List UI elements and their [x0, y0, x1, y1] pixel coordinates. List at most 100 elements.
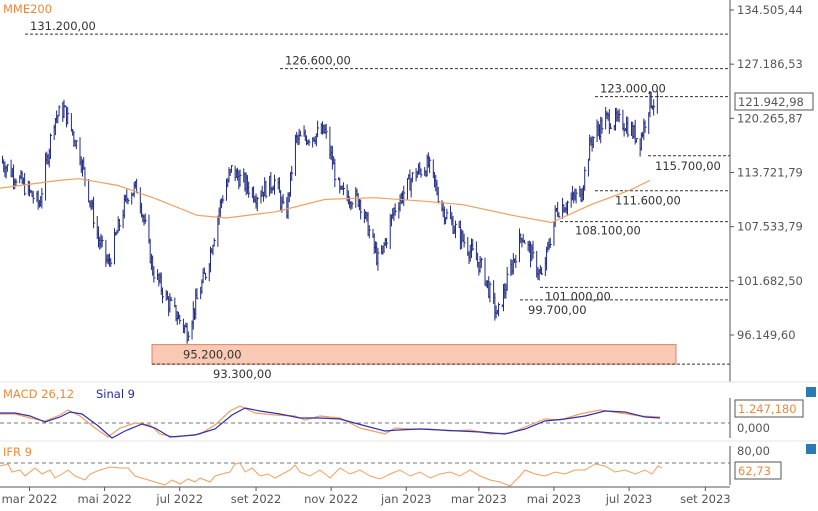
- y-tick-label: 96.149,60: [737, 328, 796, 342]
- y-tick-label: 120.265,87: [737, 111, 803, 125]
- price-bar: [420, 168, 423, 178]
- level-label: 95.200,00: [183, 348, 242, 362]
- price-bar: [523, 239, 526, 244]
- price-bar: [627, 116, 630, 138]
- level-label: 123.000,00: [600, 82, 666, 96]
- macd-line: [0, 405, 661, 438]
- price-bar: [587, 158, 590, 177]
- price-bar: [187, 331, 190, 341]
- price-bar: [463, 233, 466, 248]
- price-bar: [403, 185, 406, 207]
- price-bar: [58, 105, 61, 116]
- price-bar: [57, 114, 60, 124]
- price-bar: [170, 296, 173, 301]
- price-bar: [110, 258, 113, 267]
- price-bar: [205, 272, 208, 281]
- signal-label: Sinal 9: [96, 387, 135, 401]
- level-label: 111.600,00: [615, 194, 681, 208]
- price-bar: [144, 213, 147, 224]
- price-bar: [274, 174, 277, 195]
- x-tick-label: set 2023: [680, 492, 731, 506]
- x-tick-label: jan 2023: [380, 492, 431, 506]
- x-tick-label: jul 2023: [605, 492, 653, 506]
- x-tick-label: jul 2022: [155, 492, 203, 506]
- price-bar: [6, 164, 9, 172]
- price-bar: [127, 197, 130, 205]
- price-bar: [480, 257, 483, 268]
- price-bar: [222, 195, 225, 204]
- price-bar: [429, 156, 432, 174]
- price-bar: [75, 140, 78, 150]
- price-bar: [394, 203, 397, 216]
- ifr-settings-icon[interactable]: [806, 444, 816, 454]
- price-bar: [368, 225, 371, 239]
- y-tick-label: 107.533,79: [737, 220, 803, 234]
- price-bar: [549, 237, 552, 248]
- price-bar: [32, 191, 35, 204]
- y-tick-label: 134.505,44: [737, 3, 803, 17]
- price-bar: [70, 113, 73, 132]
- ifr-value-box: [734, 461, 782, 480]
- y-tick-label: 101.682,50: [737, 274, 803, 288]
- price-bar: [446, 208, 449, 220]
- price-bar: [498, 302, 501, 317]
- price-bar: [489, 281, 492, 303]
- price-bar: [653, 99, 656, 116]
- price-bar: [532, 240, 535, 259]
- price-bar: [592, 136, 595, 149]
- price-bar: [230, 165, 233, 173]
- price-bar: [635, 137, 638, 143]
- last-value-box: [734, 92, 814, 111]
- price-bar: [515, 254, 518, 268]
- price-bar: [93, 196, 96, 229]
- level-label: 115.700,00: [655, 159, 721, 173]
- price-bar: [411, 172, 414, 183]
- price-bar: [239, 169, 242, 187]
- price-bar: [41, 187, 44, 209]
- price-bar: [248, 181, 251, 198]
- price-bar: [101, 235, 104, 248]
- price-bar: [406, 177, 409, 200]
- price-bar: [136, 178, 139, 194]
- price-bar: [118, 218, 121, 231]
- macd-zero-label: 0,000: [737, 421, 770, 435]
- level-label: 108.100,00: [575, 224, 641, 238]
- chart-title: MME200: [3, 2, 52, 16]
- ifr-line: [0, 462, 663, 487]
- level-label: 131.200,00: [30, 19, 96, 33]
- price-bar: [558, 212, 561, 218]
- price-bar: [512, 253, 515, 275]
- price-bar: [256, 196, 259, 212]
- price-bar: [88, 179, 91, 203]
- price-bar: [656, 90, 659, 114]
- mma200-line: [0, 178, 651, 224]
- price-bar: [541, 267, 544, 276]
- last-value-label: 121.942,98: [738, 95, 804, 109]
- price-bar: [386, 237, 389, 249]
- price-bar: [360, 199, 363, 220]
- price-bar: [601, 117, 604, 134]
- price-bar: [291, 165, 294, 181]
- price-bar: [308, 139, 311, 146]
- price-bar: [342, 182, 345, 196]
- price-bar: [67, 107, 70, 125]
- price-bar: [339, 177, 342, 194]
- price-bar: [584, 166, 587, 191]
- price-bar: [377, 248, 380, 271]
- level-label: 101.000,00: [545, 289, 611, 303]
- price-bar: [153, 266, 156, 283]
- price-bar: [169, 293, 172, 313]
- x-tick-label: nov 2022: [304, 492, 358, 506]
- signal-line: [0, 407, 661, 439]
- price-bar: [608, 109, 611, 134]
- price-bar: [265, 180, 268, 199]
- y-tick-label: 113.721,79: [737, 165, 803, 179]
- x-tick-label: mar 2023: [451, 492, 507, 506]
- macd-settings-icon[interactable]: [806, 387, 816, 397]
- price-bar: [566, 200, 569, 217]
- price-bar: [179, 314, 182, 325]
- price-bar: [161, 287, 164, 304]
- price-bar: [334, 158, 337, 188]
